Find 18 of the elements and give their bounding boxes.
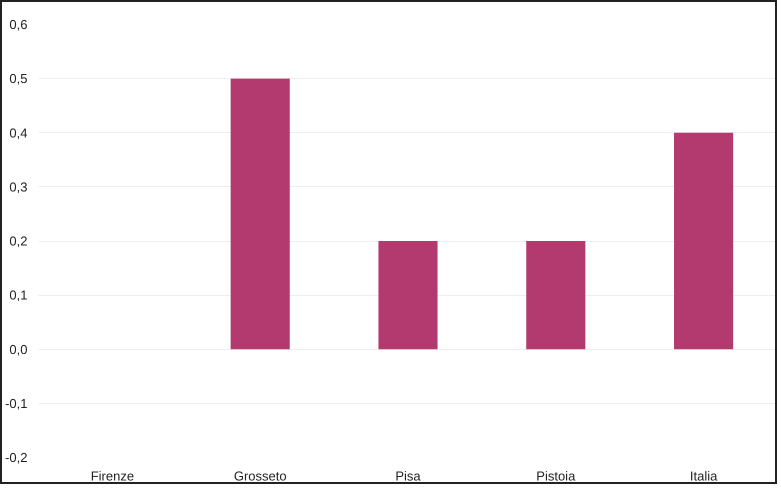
y-tick-label: 0,4 — [9, 125, 28, 140]
x-tick-label: Pisa — [395, 468, 422, 484]
y-tick-label: 0,5 — [9, 71, 28, 86]
bar — [674, 132, 734, 350]
y-tick-label: 0,3 — [9, 179, 28, 194]
x-tick-label: Italia — [690, 468, 718, 484]
x-tick-label: Grosseto — [234, 468, 287, 484]
bar — [230, 78, 290, 350]
bar — [526, 241, 586, 350]
x-tick-label: Firenze — [90, 468, 134, 484]
y-tick-label: 0,2 — [9, 234, 28, 248]
x-tick-label: Pistoia — [536, 468, 576, 484]
bar — [378, 241, 438, 350]
y-tick-label: -0,1 — [5, 396, 28, 411]
y-tick-label: 0,0 — [9, 342, 28, 357]
y-tick-label: 0,6 — [9, 17, 28, 32]
y-tick-label: 0,1 — [9, 288, 28, 303]
y-tick-label: -0,2 — [5, 450, 28, 465]
